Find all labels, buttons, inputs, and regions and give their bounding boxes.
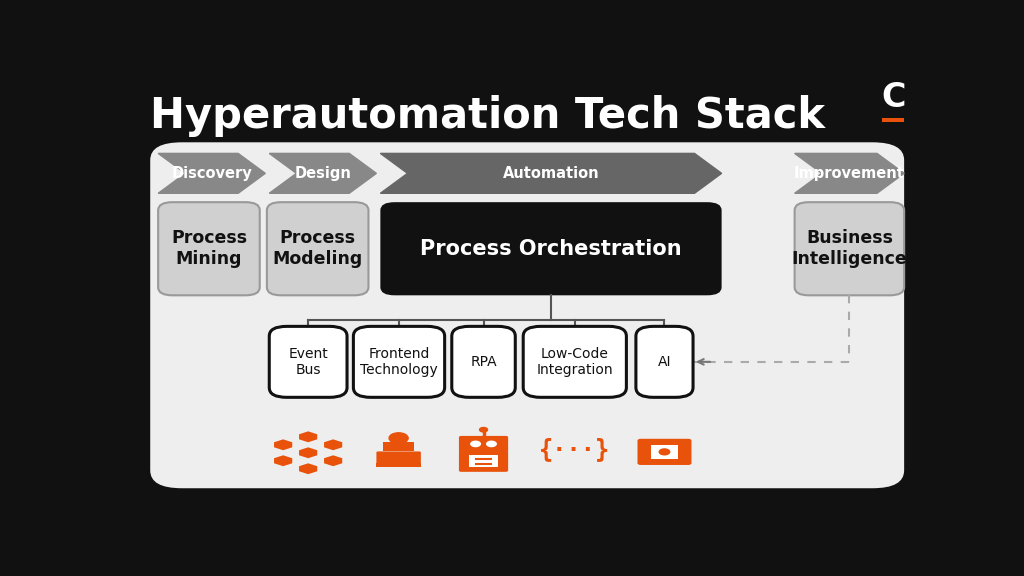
Text: Event
Bus: Event Bus bbox=[289, 347, 328, 377]
FancyBboxPatch shape bbox=[882, 118, 904, 122]
Text: Improvement: Improvement bbox=[794, 166, 905, 181]
FancyBboxPatch shape bbox=[641, 456, 646, 458]
Polygon shape bbox=[298, 462, 318, 475]
Polygon shape bbox=[298, 446, 318, 459]
FancyBboxPatch shape bbox=[636, 327, 693, 397]
Polygon shape bbox=[273, 454, 293, 467]
FancyBboxPatch shape bbox=[377, 464, 421, 467]
FancyBboxPatch shape bbox=[638, 439, 691, 465]
Text: Process
Modeling: Process Modeling bbox=[272, 229, 362, 268]
Text: Frontend
Technology: Frontend Technology bbox=[360, 347, 438, 377]
Text: AI: AI bbox=[657, 355, 671, 369]
FancyBboxPatch shape bbox=[682, 450, 688, 452]
FancyBboxPatch shape bbox=[669, 441, 675, 443]
Polygon shape bbox=[795, 153, 904, 194]
FancyBboxPatch shape bbox=[459, 436, 508, 452]
FancyBboxPatch shape bbox=[682, 445, 688, 448]
Circle shape bbox=[389, 433, 409, 444]
FancyBboxPatch shape bbox=[682, 456, 688, 458]
Text: Process Orchestration: Process Orchestration bbox=[420, 238, 682, 259]
Text: Automation: Automation bbox=[503, 166, 599, 181]
FancyBboxPatch shape bbox=[654, 441, 660, 443]
Circle shape bbox=[659, 449, 670, 455]
FancyBboxPatch shape bbox=[377, 452, 421, 465]
Text: Design: Design bbox=[294, 166, 351, 181]
FancyBboxPatch shape bbox=[651, 445, 678, 458]
FancyBboxPatch shape bbox=[654, 461, 660, 463]
Text: Hyperautomation Tech Stack: Hyperautomation Tech Stack bbox=[151, 94, 825, 137]
FancyBboxPatch shape bbox=[380, 202, 722, 295]
Circle shape bbox=[471, 441, 480, 446]
Text: Business
Intelligence: Business Intelligence bbox=[792, 229, 907, 268]
FancyBboxPatch shape bbox=[267, 202, 369, 295]
FancyBboxPatch shape bbox=[383, 442, 415, 452]
FancyBboxPatch shape bbox=[469, 456, 498, 467]
FancyBboxPatch shape bbox=[669, 461, 675, 463]
FancyBboxPatch shape bbox=[269, 327, 347, 397]
FancyBboxPatch shape bbox=[641, 450, 646, 452]
Polygon shape bbox=[269, 153, 377, 194]
Text: Process
Mining: Process Mining bbox=[171, 229, 247, 268]
FancyBboxPatch shape bbox=[158, 202, 260, 295]
FancyBboxPatch shape bbox=[641, 445, 646, 448]
Polygon shape bbox=[380, 153, 722, 194]
Circle shape bbox=[479, 427, 487, 432]
Text: {···}: {···} bbox=[540, 437, 610, 461]
Polygon shape bbox=[298, 430, 318, 444]
FancyBboxPatch shape bbox=[151, 142, 904, 488]
FancyBboxPatch shape bbox=[459, 450, 508, 472]
Text: C: C bbox=[882, 81, 906, 115]
FancyBboxPatch shape bbox=[795, 202, 904, 295]
Polygon shape bbox=[323, 454, 343, 467]
Polygon shape bbox=[323, 438, 343, 452]
FancyBboxPatch shape bbox=[452, 327, 515, 397]
Polygon shape bbox=[158, 153, 265, 194]
Text: Low-Code
Integration: Low-Code Integration bbox=[537, 347, 613, 377]
Text: Discovery: Discovery bbox=[171, 166, 252, 181]
Circle shape bbox=[486, 441, 497, 446]
FancyBboxPatch shape bbox=[353, 327, 444, 397]
Text: RPA: RPA bbox=[470, 355, 497, 369]
Polygon shape bbox=[273, 438, 293, 452]
FancyBboxPatch shape bbox=[523, 327, 627, 397]
